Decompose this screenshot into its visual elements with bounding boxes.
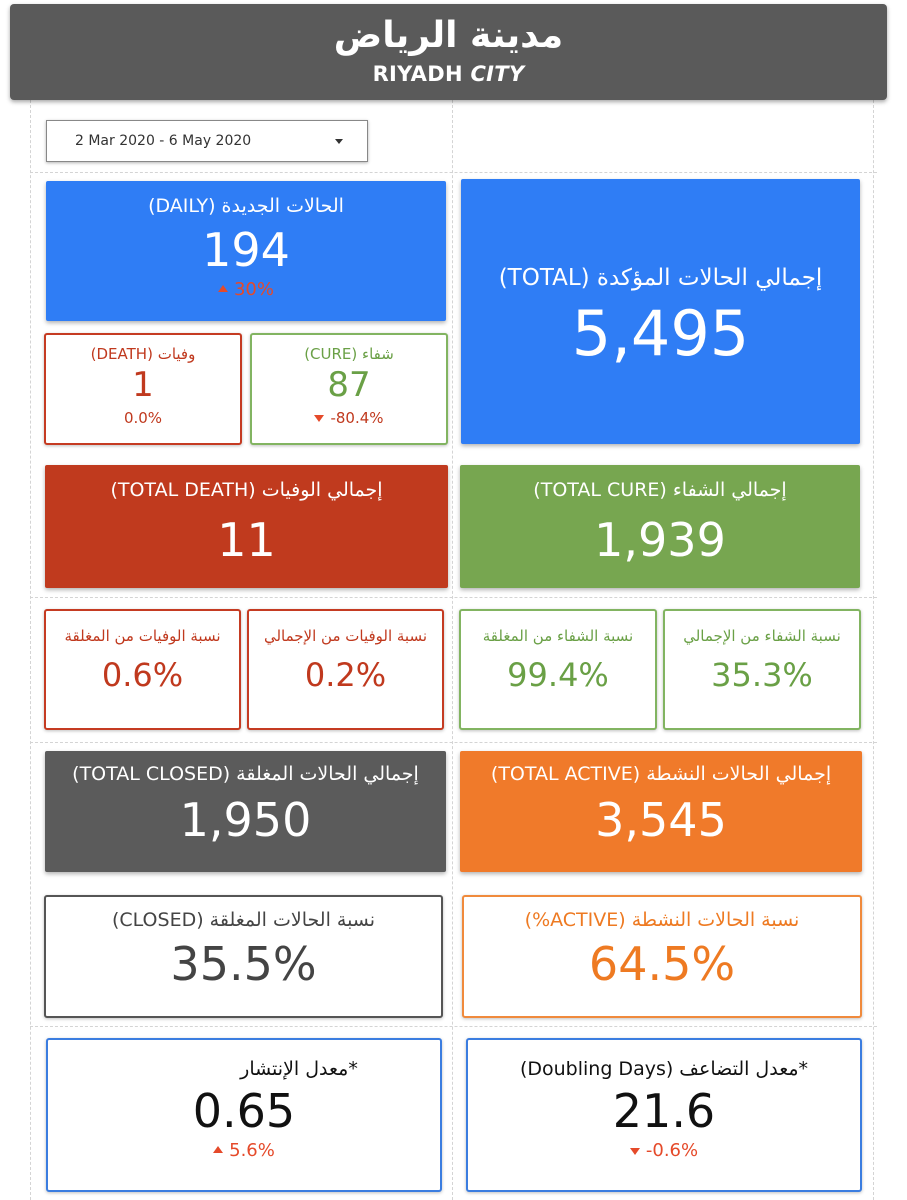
arrow-up-icon: [217, 284, 228, 292]
total-closed-card: إجمالي الحالات المغلقة (TOTAL CLOSED) 1,…: [45, 751, 446, 872]
doubling-days-card: *معدل التضاعف (Doubling Days) 21.6 -0.6%: [466, 1038, 862, 1192]
arrow-down-icon: [314, 415, 325, 422]
layout-guide: [30, 172, 877, 173]
daily-new-cases-card: الحالات الجديدة (DAILY) 194 30%: [46, 181, 446, 321]
card-label: الحالات الجديدة (DAILY): [148, 195, 344, 217]
card-change: 5.6%: [48, 1140, 440, 1161]
layout-guide: [30, 742, 877, 743]
arrow-up-icon: [213, 1145, 224, 1153]
cure-rate-total-card: نسبة الشفاء من الإجمالي 35.3%: [663, 609, 861, 730]
card-value: 11: [217, 513, 276, 567]
card-label: إجمالي الشفاء (TOTAL CURE): [533, 479, 787, 501]
daily-cure-card: شفاء (CURE) 87 -80.4%: [250, 333, 448, 445]
card-value: 0.65: [192, 1084, 296, 1138]
layout-guide: [30, 1026, 877, 1027]
layout-guide: [30, 100, 31, 1200]
card-value: 3,545: [595, 793, 727, 847]
card-label: نسبة الشفاء من الإجمالي: [683, 627, 841, 645]
card-label: نسبة الوفيات من المغلقة: [64, 627, 221, 645]
card-change: -80.4%: [252, 409, 446, 427]
total-active-card: إجمالي الحالات النشطة (TOTAL ACTIVE) 3,5…: [460, 751, 862, 872]
card-value: 35.3%: [711, 656, 813, 694]
card-value: 0.6%: [101, 656, 184, 694]
death-rate-total-card: نسبة الوفيات من الإجمالي 0.2%: [247, 609, 444, 730]
date-range-value: 2 Mar 2020 - 6 May 2020: [75, 133, 252, 149]
card-value: 194: [202, 223, 290, 277]
card-label: *معدل الإنتشار: [240, 1058, 358, 1080]
card-label: نسبة الشفاء من المغلقة: [482, 627, 634, 645]
daily-death-card: وفيات (DEATH) 1 0.0%: [44, 333, 242, 445]
death-rate-closed-card: نسبة الوفيات من المغلقة 0.6%: [44, 609, 241, 730]
page-title-arabic: مدينة الرياض: [333, 15, 564, 56]
total-death-card: إجمالي الوفيات (TOTAL DEATH) 11: [45, 465, 448, 588]
page-title-english: RIYADH CITY: [372, 62, 525, 86]
card-label: نسبة الوفيات من الإجمالي: [263, 627, 428, 645]
card-value: 1,950: [179, 793, 312, 847]
total-confirmed-card: إجمالي الحالات المؤكدة (TOTAL) 5,495: [461, 179, 860, 444]
card-value: 21.6: [612, 1084, 716, 1138]
card-value: 0.2%: [304, 656, 387, 694]
card-value: 5,495: [571, 297, 750, 370]
card-change: 0.0%: [123, 409, 163, 427]
cure-rate-closed-card: نسبة الشفاء من المغلقة 99.4%: [459, 609, 657, 730]
card-label: إجمالي الوفيات (TOTAL DEATH): [110, 479, 383, 501]
card-label: وفيات (DEATH): [90, 345, 196, 363]
dropdown-caret-icon: [335, 139, 343, 144]
card-change: 30%: [46, 279, 446, 300]
card-value: 99.4%: [507, 656, 609, 694]
date-range-dropdown[interactable]: 2 Mar 2020 - 6 May 2020: [46, 120, 368, 162]
layout-guide: [873, 100, 874, 1200]
card-value: 1,939: [594, 513, 726, 567]
page-header: مدينة الرياض RIYADH CITY: [10, 4, 887, 100]
card-label: إجمالي الحالات النشطة (TOTAL ACTIVE): [490, 763, 832, 785]
layout-guide: [30, 597, 877, 598]
closed-percent-card: نسبة الحالات المغلقة (CLOSED) 35.5%: [44, 895, 443, 1018]
card-value: 87: [327, 365, 371, 405]
card-label: إجمالي الحالات المغلقة (TOTAL CLOSED): [72, 763, 419, 785]
card-label: *معدل التضاعف (Doubling Days): [519, 1058, 809, 1080]
card-label: شفاء (CURE): [304, 345, 394, 363]
card-value: 1: [132, 365, 154, 405]
card-value: 35.5%: [170, 937, 317, 991]
card-change: -0.6%: [468, 1140, 860, 1161]
total-cure-card: إجمالي الشفاء (TOTAL CURE) 1,939: [460, 465, 860, 588]
active-percent-card: نسبة الحالات النشطة (ACTIVE%) 64.5%: [462, 895, 862, 1018]
arrow-down-icon: [629, 1147, 640, 1155]
card-label: نسبة الحالات المغلقة (CLOSED): [111, 909, 376, 931]
card-label: نسبة الحالات النشطة (ACTIVE%): [524, 909, 800, 931]
layout-guide: [452, 100, 453, 1200]
card-label: إجمالي الحالات المؤكدة (TOTAL): [498, 265, 823, 291]
spread-rate-card: *معدل الإنتشار 0.65 5.6%: [46, 1038, 442, 1192]
card-value: 64.5%: [588, 937, 736, 991]
